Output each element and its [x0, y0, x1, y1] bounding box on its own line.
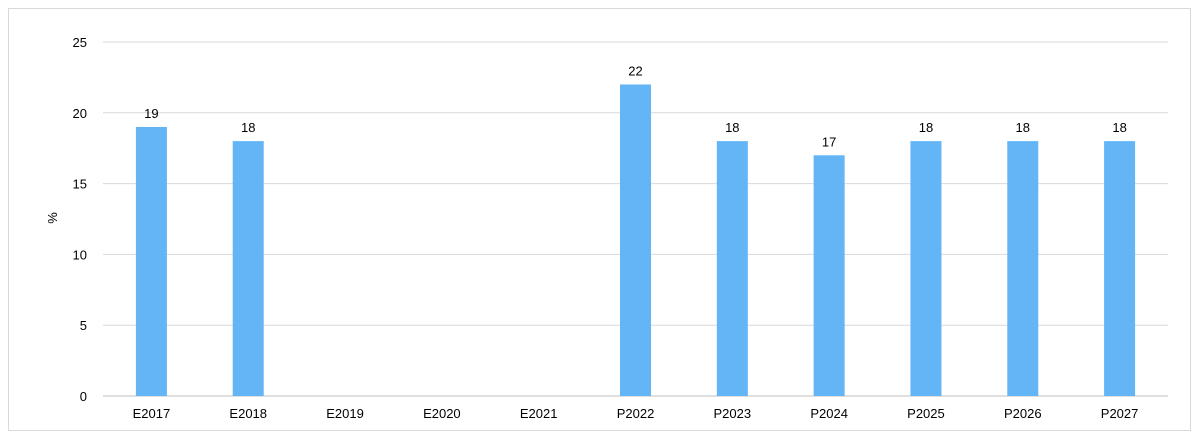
bar-P2025: [910, 141, 942, 396]
data-labels: 19 18 22 18 17 18 18 18: [144, 63, 1127, 149]
y-tick-label: 5: [80, 318, 87, 333]
y-tick-label: 0: [80, 389, 87, 404]
y-axis-title: %: [45, 212, 60, 224]
x-tick-label: P2024: [810, 406, 848, 421]
y-axis-ticks: 0 5 10 15 20 25: [73, 35, 87, 404]
y-tick-label: 10: [73, 247, 87, 262]
x-tick-label: E2020: [423, 406, 461, 421]
data-label-P2025: 18: [919, 120, 933, 135]
data-label-P2024: 17: [822, 134, 836, 149]
bar-P2022: [620, 84, 651, 396]
bar-P2027: [1104, 141, 1136, 396]
bar-P2023: [716, 141, 748, 396]
y-tick-label: 20: [73, 106, 87, 121]
data-label-P2026: 18: [1016, 120, 1030, 135]
bar-E2018: [232, 141, 264, 396]
x-tick-label: E2021: [520, 406, 558, 421]
x-tick-label: P2023: [714, 406, 752, 421]
x-tick-label: P2022: [617, 406, 655, 421]
bar-E2017: [135, 126, 167, 397]
chart-frame: [8, 8, 1191, 431]
x-tick-label: E2017: [133, 406, 171, 421]
x-axis-ticks: E2017 E2018 E2019 E2020 E2021 P2022 P2023 P2024…: [133, 406, 1139, 421]
data-label-P2022: 22: [628, 63, 642, 78]
x-tick-label: E2019: [326, 406, 364, 421]
data-label-P2027: 18: [1112, 120, 1126, 135]
bars: [135, 84, 1136, 397]
x-tick-label: P2026: [1004, 406, 1042, 421]
y-tick-label: 15: [73, 177, 87, 192]
y-tick-label: 25: [73, 35, 87, 50]
x-tick-label: E2018: [229, 406, 267, 421]
bar-P2024: [813, 155, 845, 396]
data-label-E2017: 19: [144, 106, 158, 121]
bar-P2026: [1007, 141, 1039, 396]
data-label-E2018: 18: [241, 120, 255, 135]
x-tick-label: P2025: [907, 406, 945, 421]
data-label-P2023: 18: [725, 120, 739, 135]
x-tick-label: P2027: [1101, 406, 1139, 421]
